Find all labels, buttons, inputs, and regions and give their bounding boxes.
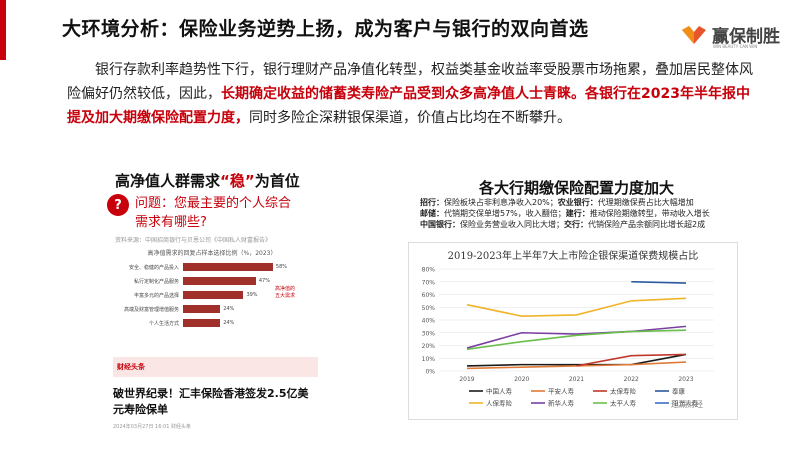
series-line: [631, 280, 687, 284]
bank-info-list: 招行：保险板块占非利息净收入20%；农业银行：代理期缴保费占比大幅增加 邮储：代销…: [420, 197, 750, 230]
survey-bar-row: 私行定制化产品服务 47%: [107, 274, 317, 288]
y-tick-label: 30%: [422, 330, 436, 337]
survey-bar-label: 安全、稳健的产品投入: [128, 264, 179, 271]
y-tick-label: 50%: [422, 305, 436, 312]
bank-info-text: 推动保险期缴转型，带动收入增长: [589, 209, 710, 218]
news-brand: 财经头条: [113, 357, 318, 377]
bank-info-text: 代销期交保单增57%，收入翻倍；: [444, 209, 566, 218]
news-card[interactable]: 财经头条 破世界纪录！汇丰保险香港签发2.5亿美元寿险保单 2024年03月27…: [113, 357, 318, 430]
x-tick-label: 2020: [514, 376, 529, 383]
survey-question: 问题：您最主要的个人综合需求有哪些?: [135, 196, 292, 230]
survey-bar: [183, 277, 256, 285]
logo-subtitle: WIN BEAUTY CAN WIN: [713, 44, 758, 49]
line-chart-panel: 2019-2023年上半年7大上市险企银保渠道保费规模占比 0% 10% 20% 30…: [408, 242, 738, 420]
left-title-quote: “稳”: [220, 172, 255, 190]
survey-bar: [183, 305, 221, 313]
bank-name: 农业银行：: [557, 198, 598, 207]
question-row: ? 问题：您最主要的个人综合需求有哪些?: [107, 194, 317, 232]
left-title-pre: 高净值人群需求: [115, 172, 221, 190]
survey-bar-value: 24%: [223, 320, 235, 326]
series-line: [576, 353, 687, 367]
survey-source: 资料来源：中国招商银行与贝恩公司《中国私人财富报告》: [115, 237, 272, 244]
x-tick-label: 2019: [459, 376, 474, 383]
bank-info-text: 代理期缴保费占比大幅增加: [597, 198, 694, 207]
survey-bar-value: 24%: [223, 306, 235, 312]
survey-bar-row: 高端及财富管理增值服务 24%: [107, 302, 317, 316]
chart-title: 2019-2023年上半年7大上市险企银保渠道保费规模占比: [447, 251, 699, 262]
intro-text-2: 同时多险企深耕银保渠道，价值占比均在不断攀升。: [249, 110, 571, 126]
x-tick-label: 2023: [678, 376, 693, 383]
survey-bar-label: 丰富多元的产品选择: [133, 292, 179, 299]
survey-bar: [183, 263, 273, 271]
y-tick-label: 80%: [422, 267, 436, 274]
logo-heart-icon: [682, 25, 706, 44]
legend-label: 平安人寿: [548, 387, 575, 396]
survey-bar-note: 高净值的五大需求: [275, 286, 296, 299]
intro-paragraph: 银行存款利率趋势性下行，银行理财产品净值化转型，权益类基金收益率受股票市场拖累，…: [67, 58, 757, 130]
bank-name: 中国银行：: [420, 220, 460, 229]
survey-figure: ? 问题：您最主要的个人综合需求有哪些? 资料来源：中国招商银行与贝恩公司《中国…: [107, 194, 317, 354]
bank-info-text: 代销保险产品余额同比增长超2成: [588, 220, 706, 229]
title-accent-bar: [0, 0, 6, 60]
news-meta: 2024年03月27日 16:01 财经头条: [113, 424, 192, 430]
series-line: [466, 329, 687, 351]
y-tick-label: 0%: [425, 369, 435, 376]
legend-label: 太保寿险: [610, 387, 637, 396]
survey-bar-row: 安全、稳健的产品投入 58%: [107, 260, 317, 274]
legend-label: 中国人寿: [486, 387, 513, 396]
logo-text: 赢保制胜: [712, 27, 780, 47]
left-title-post: 为首位: [254, 172, 300, 190]
intro-highlight: 长期确定收益的储蓄类寿险产品受到众多高净值人士青睐。各银行在2023年半年报中提…: [67, 86, 750, 126]
series-line: [466, 297, 687, 317]
left-section-title: 高净值人群需求“稳”为首位: [115, 170, 300, 191]
legend-label: 太平人寿: [610, 399, 637, 408]
y-tick-label: 10%: [422, 356, 436, 363]
y-tick-label: 70%: [422, 279, 436, 286]
y-tick-label: 40%: [422, 318, 436, 325]
survey-bar-label: 高端及财富管理增值服务: [123, 306, 179, 313]
question-mark-icon: ?: [107, 194, 129, 216]
right-section-title: 各大行期缴保险配置力度加大: [479, 179, 675, 197]
survey-bar-label: 个人生活方式: [148, 320, 179, 327]
bank-info-line: 招行：保险板块占非利息净收入20%；农业银行：代理期缴保费占比大幅增加: [420, 197, 750, 208]
watermark-text: 巡湖财经: [671, 400, 703, 409]
bank-name: 招行：: [420, 198, 444, 207]
bank-name: 建行：: [565, 209, 590, 218]
survey-bar-row: 丰富多元的产品选择 39%: [107, 288, 317, 302]
bank-info-text: 保险业务营业收入同比大增；: [460, 220, 564, 229]
survey-bar: [183, 291, 244, 299]
y-tick-label: 60%: [422, 292, 436, 299]
bank-info-line: 邮储：代销期交保单增57%，收入翻倍；建行：推动保险期缴转型，带动收入增长: [420, 208, 750, 219]
survey-bar-label: 私行定制化产品服务: [133, 278, 179, 285]
survey-bar: [183, 319, 221, 327]
series-line: [466, 325, 687, 349]
y-tick-label: 20%: [422, 343, 436, 350]
brand-logo: 赢保制胜: [680, 22, 780, 47]
survey-bar-value: 47%: [258, 278, 270, 284]
bank-name: 交行：: [564, 220, 588, 229]
survey-bar-value: 58%: [275, 264, 288, 270]
legend-label: 人保寿险: [486, 399, 513, 408]
bank-info-line: 中国银行：保险业务营业收入同比大增；交行：代销保险产品余额同比增长超2成: [420, 219, 750, 230]
survey-bar-value: 39%: [246, 292, 258, 298]
intro-text-1: 银行存款利率趋势性下行，银行理财产品净值化转型，权益类基金收益率受股票市场拖累，…: [67, 62, 753, 102]
x-tick-label: 2021: [569, 376, 584, 383]
x-tick-label: 2022: [624, 376, 639, 383]
survey-bar-chart: 高净值的五大需求 安全、稳健的产品投入 58% 私行定制化产品服务 47% 丰富多元的产…: [107, 260, 317, 330]
bank-name: 邮储：: [420, 209, 444, 218]
legend-label: 阳光人寿: [672, 399, 699, 408]
page-title: 大环境分析：保险业务逆势上扬，成为客户与银行的双向首选: [62, 18, 589, 40]
line-chart: 0% 10% 20% 30% 40% 50% 60% 70% 80% 2019 2020 2021 20…: [422, 267, 714, 408]
legend-label: 新华人寿: [548, 399, 575, 408]
news-headline[interactable]: 破世界纪录！汇丰保险香港签发2.5亿美元寿险保单: [113, 387, 309, 416]
legend-label: 泰康: [672, 387, 686, 396]
survey-chart-title: 高净值需求的回复占样本选择比例（%，2023）: [147, 250, 277, 257]
bank-info-text: 保险板块占非利息净收入20%；: [444, 198, 558, 207]
survey-bar-row: 个人生活方式 24%: [107, 316, 317, 330]
series-line: [466, 353, 687, 367]
